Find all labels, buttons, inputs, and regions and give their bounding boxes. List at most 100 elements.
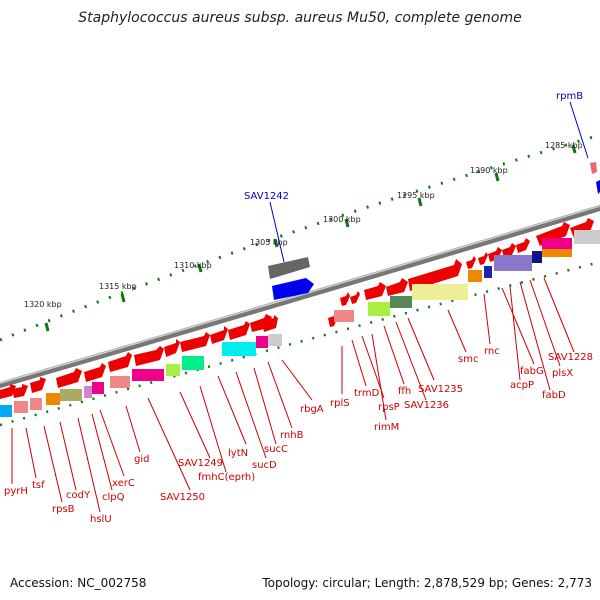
gene-label[interactable]: xerC [112, 478, 135, 489]
feature-block [368, 302, 390, 316]
feature-block [532, 251, 542, 263]
feature-block [412, 284, 468, 300]
gene-label[interactable]: rnhB [280, 430, 304, 441]
gene-arrow[interactable] [210, 326, 228, 344]
gene-arrow[interactable] [180, 332, 210, 352]
gene-arrow[interactable] [590, 162, 597, 174]
gene-label[interactable]: acpP [510, 380, 534, 391]
map-title: Staphylococcus aureus subsp. aureus Mu50… [78, 10, 522, 26]
gene-label[interactable]: ffh [398, 386, 411, 397]
blue-callouts: rpmB SAV1242 [244, 91, 589, 263]
kbp-labels: 1285 kbp 1290 kbp 1295 kbp 1300 kbp 1305… [24, 141, 583, 309]
gene-label[interactable]: rbgA [300, 404, 324, 415]
gene-label[interactable]: SAV1235 [418, 384, 463, 395]
gene-label[interactable]: rnc [484, 346, 500, 357]
gene-arrow[interactable] [30, 377, 46, 393]
gene-label[interactable]: hslU [90, 514, 112, 525]
feature-block [494, 255, 532, 271]
gene-label[interactable]: rimM [374, 422, 399, 433]
gene-label[interactable]: sucD [252, 460, 277, 471]
kbp-label: 1320 kbp [24, 300, 62, 309]
kbp-label: 1310 kbp [174, 261, 212, 270]
gene-arrow[interactable] [262, 315, 278, 332]
kbp-label: 1300 kbp [323, 215, 361, 224]
gene-label[interactable]: sucC [264, 444, 288, 455]
feature-block [334, 310, 354, 322]
gene-arrow[interactable] [386, 278, 408, 296]
gene-label[interactable]: pyrH [4, 486, 28, 497]
feature-block [60, 389, 82, 401]
feature-block [0, 405, 12, 417]
gene-label[interactable]: fmhC(eprh) [198, 472, 255, 483]
feature-block [256, 336, 268, 348]
kbp-label: 1285 kbp [545, 141, 583, 150]
gene-arrow[interactable] [466, 256, 476, 269]
gene-label[interactable]: trmD [354, 388, 380, 399]
gene-label[interactable]: SAV1228 [548, 352, 593, 363]
gene-arrow[interactable] [56, 368, 82, 388]
gene-label[interactable]: rpsB [52, 504, 75, 515]
gene-label[interactable]: SAV1236 [404, 400, 449, 411]
gene-label[interactable]: plsX [552, 368, 573, 379]
gene-arrow[interactable] [364, 282, 386, 300]
gene-arrow[interactable] [596, 180, 600, 194]
gene-label[interactable]: gid [134, 454, 149, 465]
gene-label[interactable]: fabD [542, 390, 566, 401]
feature-block [166, 364, 180, 376]
gene-arrow[interactable] [350, 291, 360, 304]
gene-arrow[interactable] [502, 243, 516, 258]
gene-arrow[interactable] [84, 363, 106, 382]
gene-label[interactable]: codY [66, 490, 91, 501]
genome-backbone-highlight [0, 205, 600, 384]
feature-block [84, 386, 92, 398]
kbp-label: 1305 kbp [250, 238, 288, 247]
feature-block [268, 334, 282, 346]
feature-block [484, 266, 492, 278]
feature-block [542, 249, 572, 257]
gene-arrow[interactable] [12, 384, 28, 398]
accession-text: Accession: NC_002758 [10, 576, 147, 590]
feature-block [30, 398, 42, 410]
gene-label-SAV1242[interactable]: SAV1242 [244, 191, 289, 202]
feature-block [46, 393, 60, 405]
gene-arrow[interactable] [408, 259, 462, 291]
gene-arrow[interactable] [164, 339, 180, 357]
feature-block [132, 369, 164, 381]
gene-arrow[interactable] [340, 292, 350, 306]
feature-block [574, 230, 600, 244]
gene-arrow[interactable] [272, 278, 314, 300]
gene-label[interactable]: SAV1249 [178, 458, 223, 469]
gene-label[interactable]: lytN [228, 448, 248, 459]
gene-label[interactable]: clpQ [102, 492, 125, 503]
topology-text: Topology: circular; Length: 2,878,529 bp… [262, 576, 592, 590]
feature-block [110, 376, 130, 388]
gene-arrow[interactable] [108, 352, 132, 372]
gene-arrow[interactable] [0, 384, 16, 399]
gene-label[interactable]: rpsP [378, 402, 400, 413]
feature-block [468, 270, 482, 282]
gene-label[interactable]: rplS [330, 398, 350, 409]
gene-label[interactable]: SAV1250 [160, 492, 205, 503]
feature-block [92, 382, 104, 394]
reverse-genes [0, 218, 594, 399]
gene-label-rpmB[interactable]: rpmB [556, 91, 583, 102]
red-gene-labels: pyrH tsf rpsB codY hslU clpQ xerC gid SA… [4, 346, 593, 525]
gene-label[interactable]: tsf [32, 480, 45, 491]
gene-arrow[interactable] [134, 346, 164, 366]
gene-arrow[interactable] [228, 321, 250, 340]
forward-genes [268, 162, 600, 300]
genome-backbone [0, 204, 600, 389]
gene-arrow[interactable] [516, 238, 530, 253]
gene-arrow[interactable] [478, 252, 488, 265]
gene-arrow[interactable] [268, 257, 310, 279]
gene-label[interactable]: smc [458, 354, 478, 365]
kbp-label: 1315 kbp [99, 282, 137, 291]
feature-block [222, 342, 256, 356]
kbp-label: 1295 kbp [397, 191, 435, 200]
gene-arrow[interactable] [488, 247, 502, 262]
feature-block [14, 401, 28, 413]
red-callout-lines [11, 277, 575, 513]
gene-label[interactable]: fabG [520, 366, 544, 377]
kbp-label: 1290 kbp [470, 166, 508, 175]
